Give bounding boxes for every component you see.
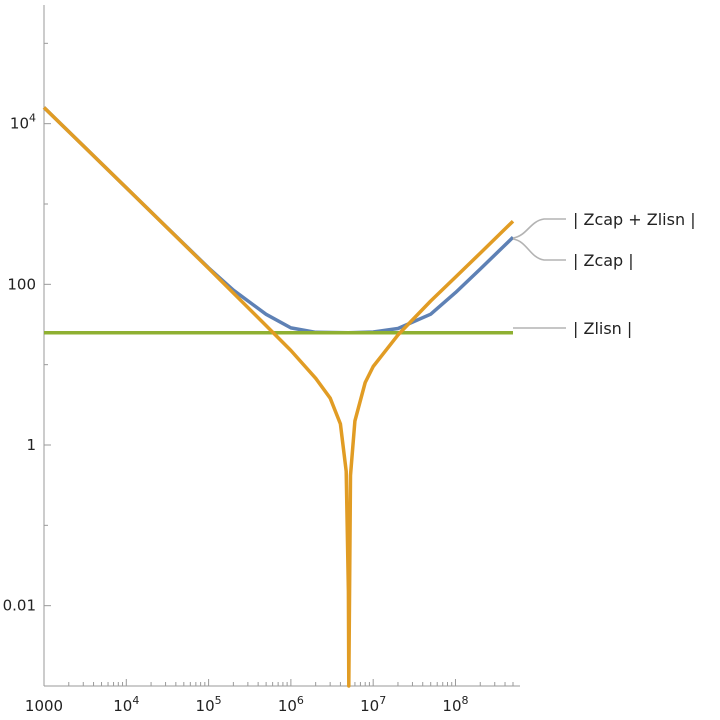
x-tick-label: 107 xyxy=(360,694,386,715)
series xyxy=(42,106,515,688)
series-line-zcap-zlisn xyxy=(42,106,515,335)
x-tick-label: 104 xyxy=(113,694,139,715)
y-tick-label: 104 xyxy=(10,112,36,133)
legend-label-zlisn: | Zlisn | xyxy=(573,319,632,338)
x-tick-label: 106 xyxy=(278,694,304,715)
x-tick-label: 108 xyxy=(442,694,468,715)
axes xyxy=(43,5,520,687)
x-tick-label: 105 xyxy=(196,694,222,715)
legend-label-zcap-zlisn: | Zcap + Zlisn | xyxy=(573,210,696,229)
y-tick-label: 100 xyxy=(7,275,36,293)
legend: | Zcap + Zlisn | | Zcap | | Zlisn | xyxy=(512,210,696,338)
y-tick-label: 0.01 xyxy=(3,597,36,615)
x-tick-label: 1000 xyxy=(25,697,63,715)
legend-leader-zcap xyxy=(512,238,566,261)
legend-label-zcap: | Zcap | xyxy=(573,251,634,270)
ticks: 1000 104 105 106 107 108 0.01 1 100 104 xyxy=(3,42,514,715)
legend-leader-zcap-zlisn xyxy=(512,218,566,239)
y-tick-label: 1 xyxy=(26,436,36,454)
series-line-zcap xyxy=(42,106,515,688)
